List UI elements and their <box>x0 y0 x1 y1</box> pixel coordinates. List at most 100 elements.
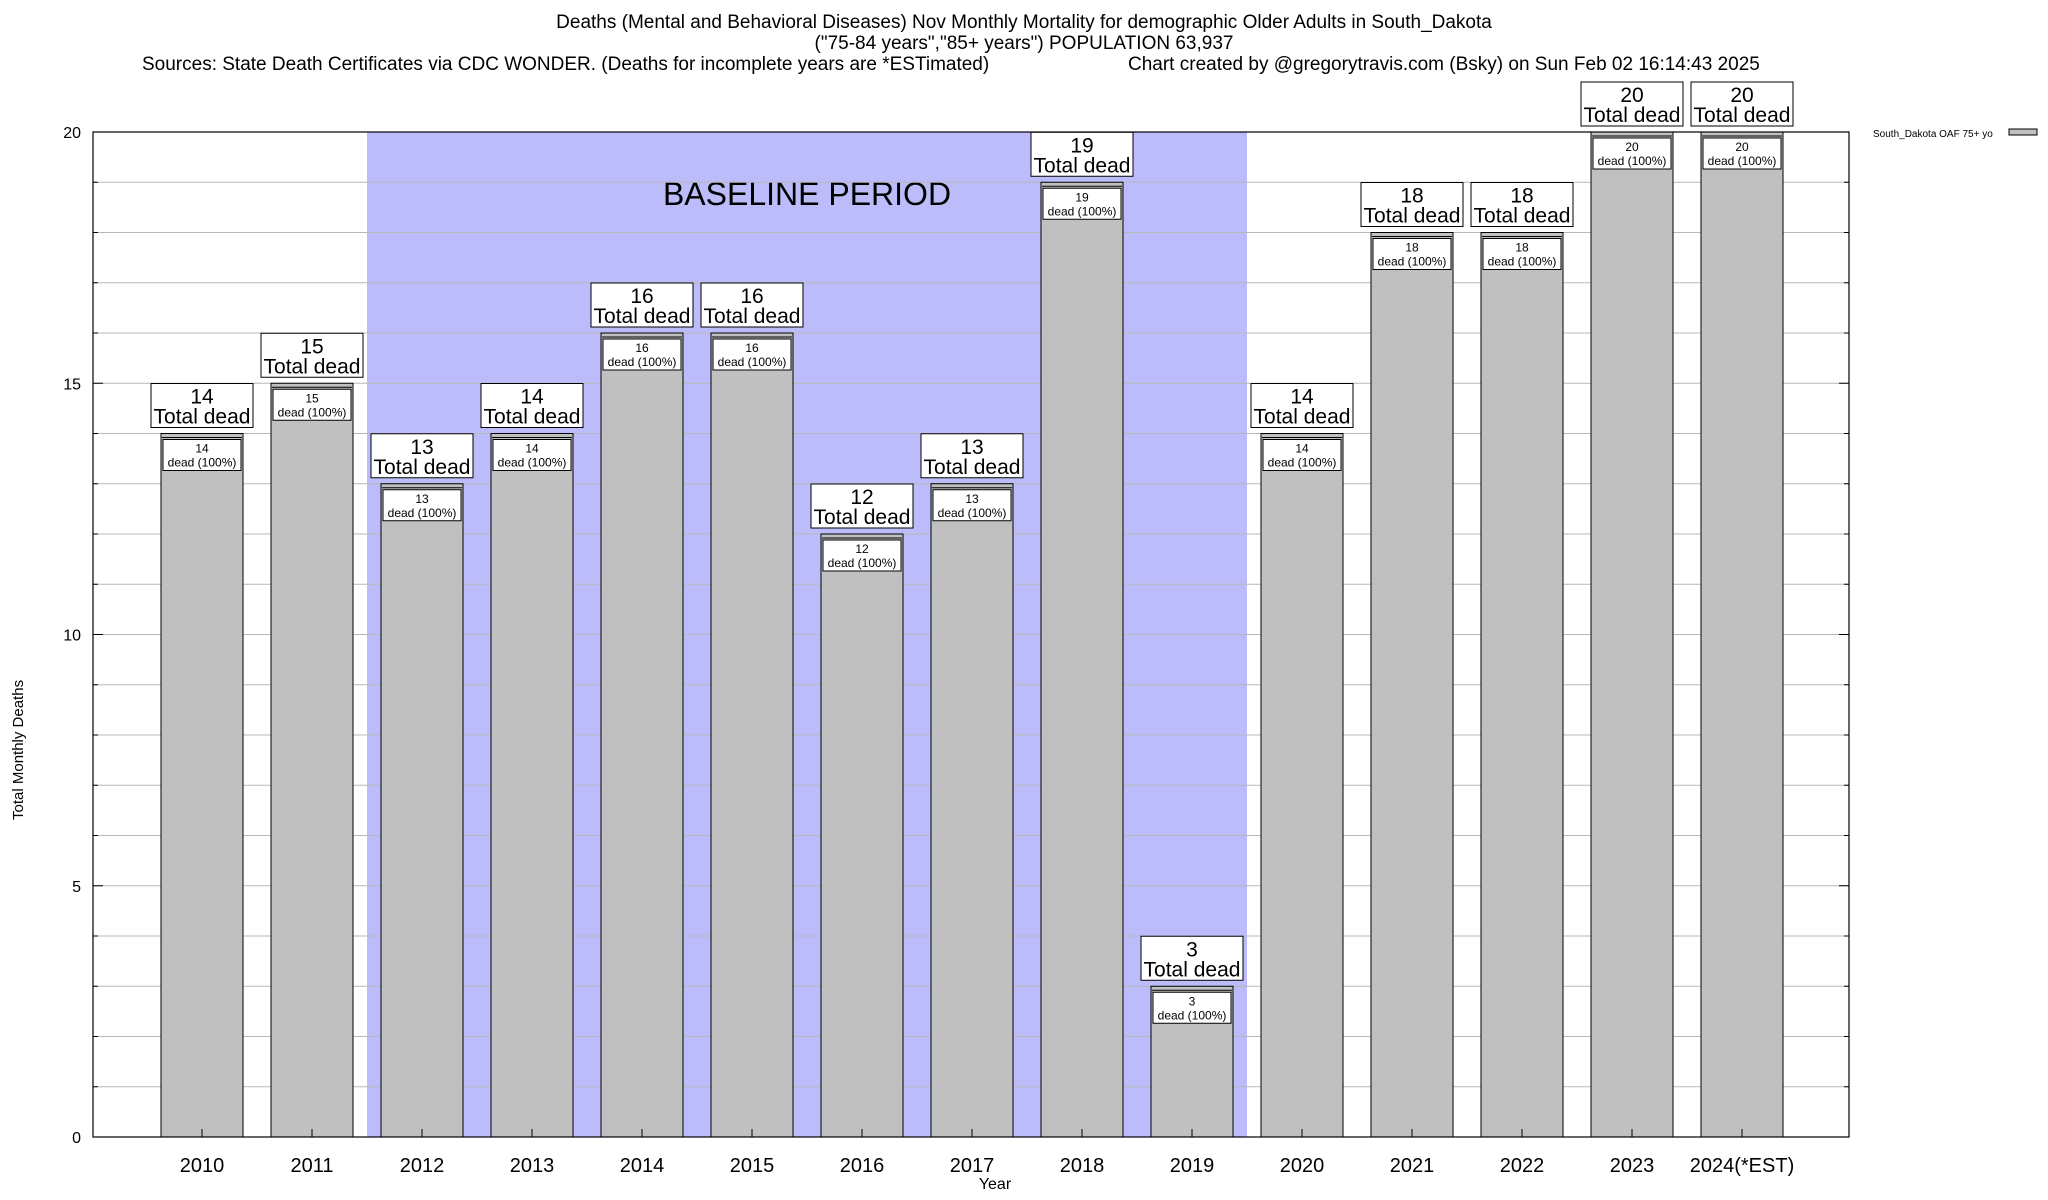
title-line-2: ("75-84 years","85+ years") POPULATION 6… <box>814 33 1234 54</box>
bar-inner-label: dead (100%) <box>168 456 237 470</box>
bar-total-value: 16 <box>740 285 763 308</box>
bar-total-value: 20 <box>1620 84 1643 107</box>
bar-inner-label: dead (100%) <box>1598 154 1667 168</box>
y-tick-label: 10 <box>63 628 81 645</box>
bar-inner-label-box <box>712 338 792 371</box>
x-tick-label: 2017 <box>950 1155 995 1177</box>
bar-total-label-box <box>260 332 364 378</box>
bar-inner-value: 14 <box>1295 442 1309 456</box>
bar-inner-label: dead (100%) <box>828 556 897 570</box>
x-tick-label: 2015 <box>730 1155 775 1177</box>
bar-total-label-box <box>1030 131 1134 177</box>
bar-total-label-box <box>1690 81 1794 127</box>
bar-inner-label: dead (100%) <box>1488 255 1557 269</box>
bar-inner-label: dead (100%) <box>938 506 1007 520</box>
legend-label: South_Dakota OAF 75+ yo <box>1873 129 1993 140</box>
bar-total-label: Total dead <box>264 355 361 378</box>
bar-inner-label: dead (100%) <box>388 506 457 520</box>
bar-total-label-box <box>370 433 474 479</box>
bar-total-label-box <box>1140 935 1244 981</box>
bar-inner-value: 15 <box>305 391 319 405</box>
bar <box>1480 232 1564 1138</box>
bar-total-value: 14 <box>1290 386 1314 409</box>
bar-total-label: Total dead <box>814 506 911 529</box>
bar-inner-label: dead (100%) <box>1378 255 1447 269</box>
bar-inner-value: 13 <box>415 492 429 506</box>
bar-inner-label: dead (100%) <box>1158 1008 1227 1022</box>
bar-total-label-box <box>590 282 694 328</box>
x-tick-label: 2011 <box>290 1155 333 1177</box>
bar <box>1590 131 1674 1138</box>
bar <box>1700 131 1784 1138</box>
bar-total-label: Total dead <box>704 305 801 328</box>
bar-inner-label-box <box>1262 439 1342 471</box>
bar <box>710 332 794 1138</box>
credit-note: Chart created by @gregorytravis.com (Bsk… <box>1128 54 1760 75</box>
bar-inner-label: dead (100%) <box>1048 204 1117 218</box>
baseline-label: BASELINE PERIOD <box>663 176 951 212</box>
plot-border <box>92 131 1850 1138</box>
bar-total-value: 14 <box>520 386 544 409</box>
bar <box>160 433 244 1138</box>
bar-total-value: 16 <box>630 285 653 308</box>
bar-inner-label-box <box>1592 137 1672 170</box>
bar-total-value: 18 <box>1400 185 1423 208</box>
bar-total-label: Total dead <box>1364 205 1461 228</box>
x-axis-label: Year <box>978 1176 1012 1193</box>
bar-inner-label-box <box>822 539 902 572</box>
bar-total-label: Total dead <box>1144 958 1241 981</box>
bar-total-value: 3 <box>1186 938 1198 961</box>
bar <box>930 483 1014 1138</box>
bar <box>820 533 904 1138</box>
bar <box>490 433 574 1138</box>
x-tick-label: 2018 <box>1060 1155 1105 1177</box>
bar-total-label: Total dead <box>484 406 581 429</box>
x-tick-label: 2012 <box>400 1155 445 1177</box>
x-tick-label: 2023 <box>1610 1155 1655 1177</box>
bar-total-label: Total dead <box>924 456 1021 479</box>
bar-total-label: Total dead <box>594 305 691 328</box>
bar-total-label-box <box>810 483 914 529</box>
y-tick-label: 20 <box>63 125 81 142</box>
bar-total-value: 14 <box>190 386 214 409</box>
bar-inner-label-box <box>1372 238 1452 270</box>
bar <box>380 483 464 1138</box>
bar <box>1260 433 1344 1138</box>
bar <box>270 382 354 1138</box>
x-tick-label: 2024(*EST) <box>1690 1155 1795 1177</box>
bar-inner-label-box <box>1042 187 1122 220</box>
bar-inner-value: 20 <box>1735 140 1749 154</box>
bar-inner-label-box <box>602 338 682 371</box>
x-tick-label: 2022 <box>1500 1155 1545 1177</box>
bar-total-label-box <box>920 433 1024 479</box>
bar-inner-label: dead (100%) <box>498 456 567 470</box>
bar-inner-label-box <box>382 489 462 522</box>
bar-total-value: 13 <box>960 436 983 459</box>
x-tick-label: 2020 <box>1280 1155 1325 1177</box>
bar-total-label-box <box>1250 383 1354 428</box>
bar-inner-label-box <box>272 388 352 421</box>
bar-inner-label: dead (100%) <box>608 355 677 369</box>
bar-inner-label: dead (100%) <box>1708 154 1777 168</box>
bar-inner-label-box <box>1482 238 1562 270</box>
bar-inner-value: 18 <box>1515 241 1529 255</box>
bar-total-value: 12 <box>850 486 873 509</box>
bar <box>600 332 684 1138</box>
bar-total-label-box <box>480 383 584 428</box>
bar-total-label-box <box>1470 182 1574 227</box>
bar-inner-value: 19 <box>1075 190 1089 204</box>
bar-inner-value: 20 <box>1625 140 1639 154</box>
bar-total-label: Total dead <box>1254 406 1351 429</box>
bar-total-label: Total dead <box>1694 104 1791 127</box>
bar-inner-label-box <box>1702 137 1782 170</box>
bar-inner-label: dead (100%) <box>1268 456 1337 470</box>
legend-swatch <box>2008 128 2038 136</box>
bar-inner-value: 14 <box>525 442 539 456</box>
bar-total-value: 18 <box>1510 185 1533 208</box>
y-tick-label: 0 <box>72 1130 81 1147</box>
x-tick-label: 2013 <box>510 1155 555 1177</box>
bar-total-label: Total dead <box>1474 205 1571 228</box>
bar-total-label-box <box>1360 182 1464 227</box>
chart-title: Deaths (Mental and Behavioral Diseases) … <box>0 12 2048 54</box>
